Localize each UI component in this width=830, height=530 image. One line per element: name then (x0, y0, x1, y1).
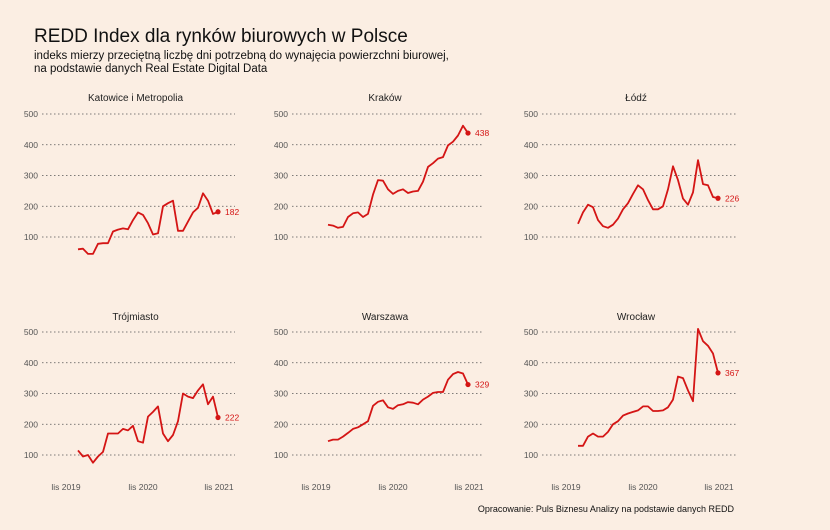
end-point-katowice-i-metropolia (215, 209, 221, 215)
y-tick-label-lodz-400: 400 (524, 140, 538, 150)
end-point-warszawa (465, 381, 471, 388)
subtitle-line-1: indeks mierzy przeciętną liczbę dni potr… (34, 50, 449, 62)
x-tick-label-warszawa-2: lis 2021 (454, 482, 484, 492)
y-tick-label-warszawa-500: 500 (274, 327, 288, 337)
end-value-label-warszawa: 329 (475, 380, 489, 390)
chart-title: REDD Index dla rynków biurowych w Polsce (34, 26, 408, 47)
series-line-wroclaw (578, 327, 719, 447)
y-tick-label-lodz-100: 100 (524, 232, 538, 242)
y-tick-label-warszawa-200: 200 (274, 419, 288, 429)
y-tick-label-wroclaw-300: 300 (524, 389, 538, 399)
y-tick-label-wroclaw-100: 100 (524, 450, 538, 460)
y-tick-label-katowice-i-metropolia-300: 300 (24, 171, 38, 181)
end-value-label-lodz: 226 (725, 193, 739, 203)
series-line-trojmiasto (77, 383, 219, 464)
y-tick-label-krakow-300: 300 (274, 171, 288, 181)
x-tick-label-warszawa-1: lis 2020 (378, 482, 408, 492)
y-tick-label-warszawa-100: 100 (274, 450, 288, 460)
panel-title-wroclaw: Wrocław (617, 312, 656, 323)
y-tick-label-krakow-100: 100 (274, 232, 288, 242)
series-line-lodz (577, 159, 719, 229)
x-tick-label-wroclaw-2: lis 2021 (704, 482, 734, 492)
y-tick-label-lodz-300: 300 (524, 171, 538, 181)
x-tick-label-trojmiasto-2: lis 2021 (204, 482, 234, 492)
end-value-label-trojmiasto: 222 (225, 412, 239, 422)
y-tick-label-wroclaw-500: 500 (524, 327, 538, 337)
y-tick-label-lodz-200: 200 (524, 201, 538, 211)
y-tick-label-trojmiasto-500: 500 (24, 327, 38, 337)
panel-title-trojmiasto: Trójmiasto (112, 312, 159, 323)
series-line-katowice-i-metropolia (77, 192, 219, 255)
y-tick-label-wroclaw-200: 200 (524, 419, 538, 429)
x-tick-label-wroclaw-1: lis 2020 (628, 482, 658, 492)
x-tick-label-trojmiasto-0: lis 2019 (51, 482, 81, 492)
y-tick-label-wroclaw-400: 400 (524, 358, 538, 368)
y-tick-label-trojmiasto-200: 200 (24, 419, 38, 429)
end-value-label-krakow: 438 (475, 128, 489, 138)
y-tick-label-lodz-500: 500 (524, 109, 538, 119)
y-tick-label-warszawa-400: 400 (274, 358, 288, 368)
y-tick-label-katowice-i-metropolia-400: 400 (24, 140, 38, 150)
y-tick-label-trojmiasto-100: 100 (24, 450, 38, 460)
y-tick-label-krakow-400: 400 (274, 140, 288, 150)
subtitle-line-2: na podstawie danych Real Estate Digital … (34, 63, 268, 75)
y-tick-label-katowice-i-metropolia-100: 100 (24, 232, 38, 242)
end-point-trojmiasto (215, 414, 221, 421)
panel-title-warszawa: Warszawa (362, 312, 409, 323)
y-tick-label-katowice-i-metropolia-200: 200 (24, 201, 38, 211)
end-point-lodz (715, 195, 721, 201)
y-tick-label-warszawa-300: 300 (274, 389, 288, 399)
y-tick-label-krakow-200: 200 (274, 201, 288, 211)
y-tick-label-krakow-500: 500 (274, 109, 288, 119)
source-caption: Opracowanie: Puls Biznesu Analizy na pod… (477, 504, 734, 514)
series-line-warszawa (327, 371, 469, 443)
end-point-krakow (465, 130, 471, 136)
panel-title-lodz: Łódź (625, 93, 647, 104)
x-tick-label-warszawa-0: lis 2019 (301, 482, 331, 492)
series-line-krakow (327, 124, 469, 229)
y-tick-label-trojmiasto-300: 300 (24, 389, 38, 399)
panel-title-katowice-i-metropolia: Katowice i Metropolia (88, 93, 183, 104)
panel-title-krakow: Kraków (368, 93, 402, 104)
x-tick-label-wroclaw-0: lis 2019 (551, 482, 581, 492)
end-value-label-katowice-i-metropolia: 182 (225, 207, 239, 217)
end-value-label-wroclaw: 367 (725, 368, 739, 378)
x-tick-label-trojmiasto-1: lis 2020 (128, 482, 158, 492)
y-tick-label-katowice-i-metropolia-500: 500 (24, 109, 38, 119)
y-tick-label-trojmiasto-400: 400 (24, 358, 38, 368)
end-point-wroclaw (715, 370, 721, 376)
chart-subtitle: indeks mierzy przeciętną liczbę dni potr… (34, 50, 449, 76)
